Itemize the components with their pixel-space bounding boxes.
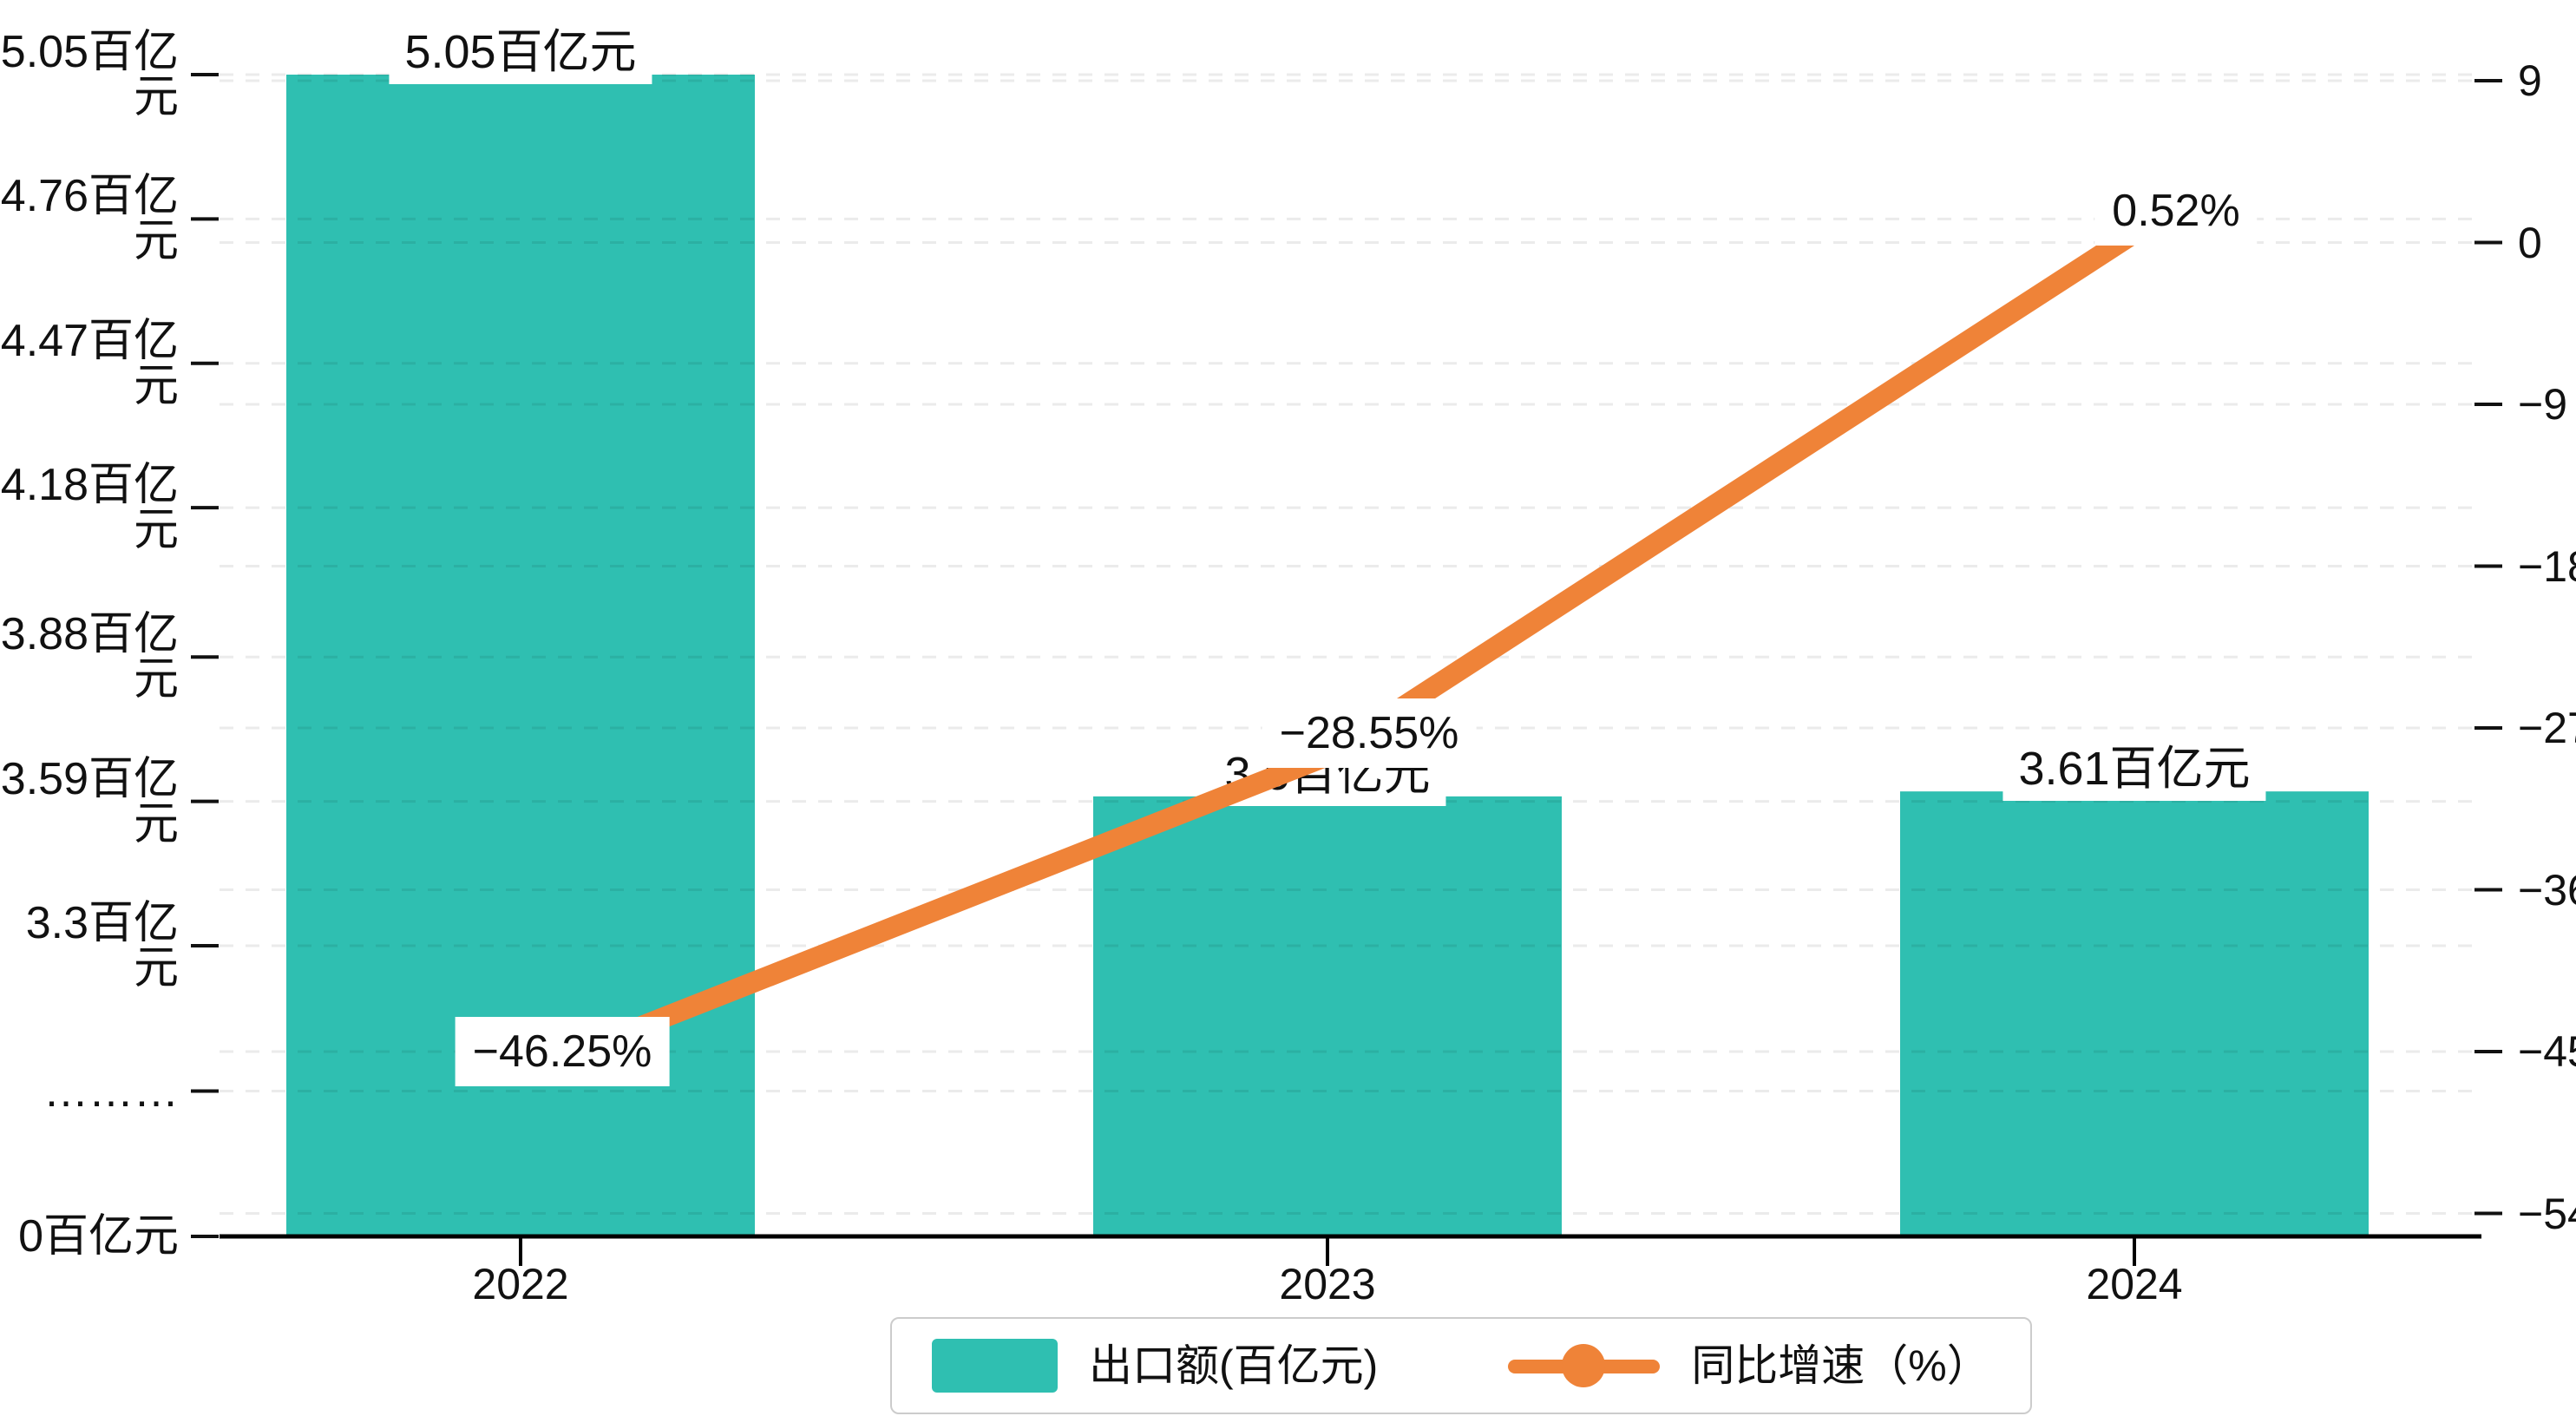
right-axis-tick-label: 9 [2518,56,2542,105]
legend-label: 同比增速（%） [1691,1341,1990,1390]
right-axis-tick-label: −36 [2518,865,2576,914]
left-axis-tick-label: 3.3百亿元 [25,898,179,993]
right-axis-tick-label: −9 [2518,380,2568,429]
left-axis-tick-label: 0百亿元 [18,1211,179,1262]
left-axis-tick-label: 3.59百亿元 [0,753,179,849]
x-axis-label-2024: 2024 [2086,1260,2183,1308]
legend-line-dot-icon [1508,1339,1661,1393]
x-axis-label-2023: 2023 [1279,1260,1376,1308]
left-axis-tick-label: 3.88百亿元 [0,609,179,705]
legend-label: 出口额(百亿元) [1089,1341,1379,1390]
right-axis-tick-label: −54 [2518,1189,2576,1238]
legend-item-export-amount[interactable]: 出口额(百亿元) [932,1339,1378,1393]
legend-bar-swatch-icon [932,1339,1058,1393]
x-axis-label-2022: 2022 [472,1260,569,1308]
left-axis-tick-label: ……… [43,1065,179,1117]
right-axis-tick-label: −45 [2518,1027,2576,1076]
legend-dot-icon [1562,1344,1606,1387]
left-axis-tick-label: 5.05百亿元 [0,27,179,122]
legend: 出口额(百亿元) 同比增速（%） [890,1317,2032,1414]
right-axis-tick-label: −18 [2518,541,2576,591]
right-axis-tick-label: 0 [2518,218,2542,267]
left-axis-tick-label: 4.47百亿元 [0,315,179,411]
left-axis-tick-label: 4.76百亿元 [0,171,179,267]
left-axis-tick-label: 4.18百亿元 [0,460,179,556]
right-axis-tick-label: −27 [2518,704,2576,752]
legend-item-growth-rate[interactable]: 同比增速（%） [1508,1339,1990,1393]
